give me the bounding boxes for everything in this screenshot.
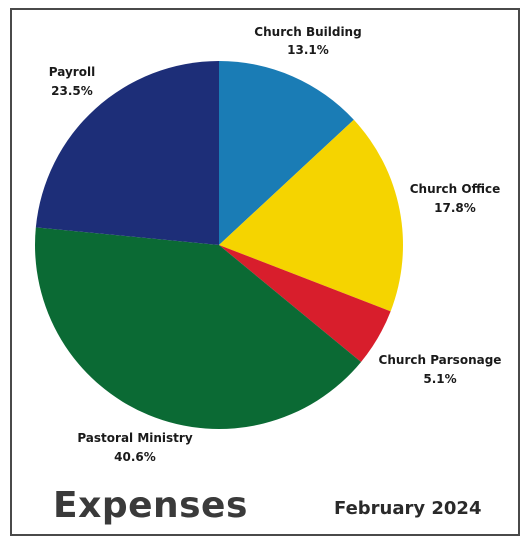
pie-slice-pastoral-ministry [35, 227, 362, 430]
chart-title: Expenses [53, 485, 248, 526]
pie-slice-church-building [219, 61, 354, 245]
slice-value-payroll: 23.5% [51, 84, 93, 98]
slice-label-pastoral-ministry: Pastoral Ministry [77, 431, 193, 445]
slice-value-church-building: 13.1% [287, 43, 329, 57]
slice-value-church-parsonage: 5.1% [423, 372, 456, 386]
slice-label-church-parsonage: Church Parsonage [379, 353, 502, 367]
pie-slice-payroll [35, 61, 219, 245]
chart-subtitle: February 2024 [334, 498, 482, 519]
slice-value-pastoral-ministry: 40.6% [114, 450, 156, 464]
pie-slice-church-parsonage [219, 245, 391, 362]
slice-label-payroll: Payroll [49, 65, 95, 79]
slice-label-church-building: Church Building [254, 25, 361, 39]
slice-value-church-office: 17.8% [434, 201, 476, 215]
slice-label-church-office: Church Office [410, 182, 500, 196]
pie-slice-church-office [219, 119, 403, 312]
